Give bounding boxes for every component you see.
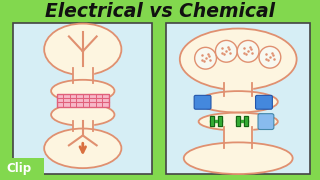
Polygon shape: [236, 120, 248, 122]
Bar: [211, 116, 214, 126]
Polygon shape: [211, 116, 214, 126]
Circle shape: [259, 46, 281, 68]
Ellipse shape: [51, 103, 115, 126]
Circle shape: [195, 47, 216, 69]
Bar: [236, 116, 240, 126]
Polygon shape: [236, 116, 240, 126]
Ellipse shape: [180, 29, 297, 90]
Polygon shape: [244, 116, 248, 126]
Ellipse shape: [184, 142, 293, 174]
FancyBboxPatch shape: [13, 23, 152, 174]
Polygon shape: [211, 120, 222, 122]
FancyBboxPatch shape: [3, 158, 44, 178]
Circle shape: [237, 40, 259, 62]
Polygon shape: [73, 121, 93, 131]
Bar: [219, 116, 222, 126]
Ellipse shape: [44, 129, 121, 168]
Polygon shape: [224, 127, 252, 148]
Polygon shape: [219, 116, 222, 126]
Text: Electrical vs Chemical: Electrical vs Chemical: [45, 2, 275, 21]
Ellipse shape: [51, 80, 115, 102]
Ellipse shape: [44, 24, 121, 75]
Text: Clip: Clip: [6, 162, 32, 175]
Polygon shape: [224, 83, 252, 96]
Ellipse shape: [199, 113, 278, 130]
FancyBboxPatch shape: [256, 95, 272, 109]
FancyBboxPatch shape: [166, 23, 310, 174]
Circle shape: [215, 40, 237, 62]
FancyBboxPatch shape: [194, 95, 211, 109]
Polygon shape: [73, 66, 93, 83]
Ellipse shape: [199, 91, 278, 112]
Bar: [57, 94, 108, 107]
Bar: [244, 116, 248, 126]
FancyBboxPatch shape: [258, 114, 274, 130]
